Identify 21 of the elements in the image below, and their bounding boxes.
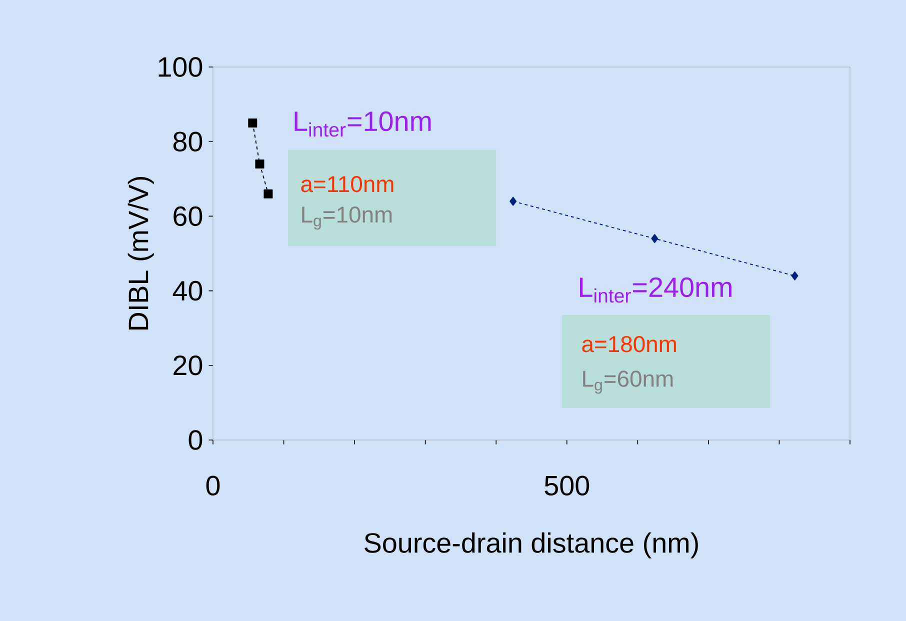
point — [255, 159, 264, 168]
point — [248, 118, 258, 128]
y-tick-label: 60 — [174, 206, 202, 226]
annotation: L$_{g}$=10nm — [302, 206, 392, 230]
annotation: L$_{g}$=60nm — [583, 370, 673, 394]
point — [510, 196, 517, 206]
point — [651, 234, 658, 244]
annotation: L$_{inter}$=240nm — [580, 277, 732, 303]
y-tick-label: 20 — [174, 356, 202, 376]
y-tick-label: 100 — [158, 57, 202, 77]
annotation: a=180nm — [582, 336, 676, 352]
y-tick-label: 80 — [173, 132, 202, 152]
y-axis-title: DIBL (mV/V) — [128, 176, 154, 330]
x-axis-title: Source-drain distance (nm) — [364, 532, 698, 558]
y-tick-label: 0 — [188, 430, 202, 450]
x-tick-label: 500 — [544, 476, 590, 496]
y-tick-label: 40 — [172, 280, 202, 301]
point — [791, 271, 798, 280]
annotation: a=110nm — [301, 176, 394, 192]
annotation: L$_{inter}$=10nm — [294, 111, 431, 137]
point — [264, 189, 273, 198]
